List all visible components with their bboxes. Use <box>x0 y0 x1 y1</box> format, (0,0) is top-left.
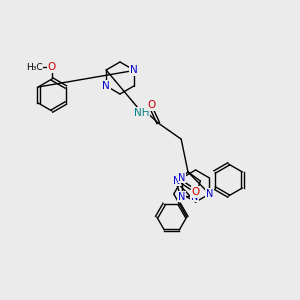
Text: N: N <box>102 81 110 91</box>
Text: N: N <box>173 176 180 186</box>
Text: NH: NH <box>134 108 150 118</box>
Text: N: N <box>130 65 138 75</box>
Text: N: N <box>206 189 213 199</box>
Text: N: N <box>178 191 185 202</box>
Text: O: O <box>48 62 56 72</box>
Text: H₃C: H₃C <box>26 62 42 71</box>
Text: O: O <box>192 187 200 197</box>
Text: N: N <box>178 173 185 183</box>
Text: N: N <box>191 191 198 202</box>
Text: O: O <box>147 100 155 110</box>
